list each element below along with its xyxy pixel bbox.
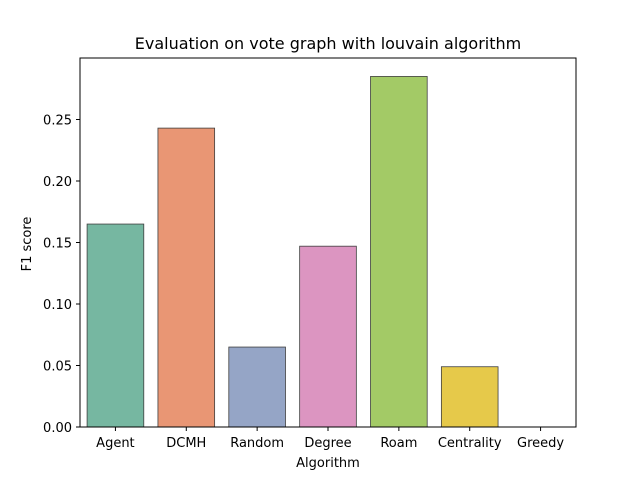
y-tick-label: 0.25	[43, 114, 72, 129]
y-axis-label: F1 score	[20, 217, 35, 272]
y-tick-label: 0.00	[43, 421, 72, 436]
y-tick-label: 0.20	[43, 175, 72, 190]
y-tick-label: 0.05	[43, 360, 72, 375]
x-tick-label: Roam	[380, 436, 417, 451]
x-axis-ticks: Agent DCMH Random Degree Roam Centrality Greed…	[96, 427, 564, 451]
x-tick-label: Centrality	[438, 436, 502, 451]
y-tick-label: 0.10	[43, 298, 72, 313]
bars-layer	[86, 76, 499, 428]
bar-dcmh	[157, 127, 216, 428]
x-axis-label: Algorithm	[296, 456, 360, 471]
y-axis-ticks: 0.00 0.05 0.10 0.15 0.20 0.25	[43, 114, 80, 436]
plot-area-frame	[79, 57, 577, 428]
x-tick-label: Random	[230, 436, 284, 451]
bar-roam	[370, 76, 428, 428]
bar-random	[228, 346, 286, 428]
bar-centrality	[440, 366, 499, 428]
chart-title: Evaluation on vote graph with louvain al…	[135, 34, 521, 53]
y-tick-label: 0.15	[43, 237, 72, 252]
x-tick-label: DCMH	[166, 436, 206, 451]
x-tick-label: Greedy	[517, 436, 564, 451]
x-tick-label: Degree	[304, 436, 351, 451]
bar-degree	[299, 245, 357, 428]
x-tick-label: Agent	[96, 436, 134, 451]
bar-agent	[86, 223, 145, 428]
